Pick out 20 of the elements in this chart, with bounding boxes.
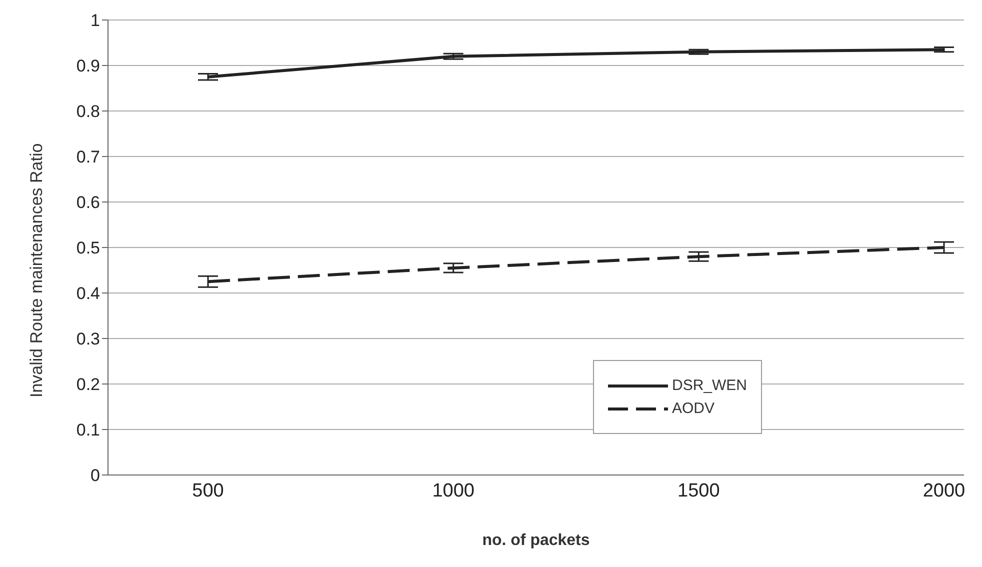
line-series — [206, 246, 946, 284]
y-tick-label: 0.3 — [76, 330, 100, 349]
x-tick-label: 500 — [192, 480, 224, 502]
x-tick-label: 2000 — [922, 480, 966, 502]
y-tick-label: 0.6 — [76, 193, 100, 212]
y-tick-label: 0.5 — [76, 238, 100, 258]
x-axis-title: no. of packets — [482, 532, 590, 549]
x-tick-label: 1000 — [432, 480, 474, 502]
y-axis-title: Invalid Route maintenances Ratio — [27, 143, 46, 398]
y-tick-label: 0 — [90, 466, 100, 486]
x-tick-label: 1500 — [678, 480, 720, 502]
legend-label: DSR_WEN — [672, 377, 748, 394]
y-tick-label: 0.4 — [76, 284, 100, 304]
y-tick-label: 0.8 — [76, 102, 100, 122]
y-tick-label: 1 — [90, 11, 100, 30]
y-tick-label: 0.9 — [76, 56, 100, 76]
y-tick-label: 0.7 — [76, 148, 100, 167]
y-tick-label: 0.1 — [76, 420, 100, 440]
legend-label: AODV — [672, 400, 715, 417]
y-tick-label: 0.2 — [76, 375, 100, 394]
